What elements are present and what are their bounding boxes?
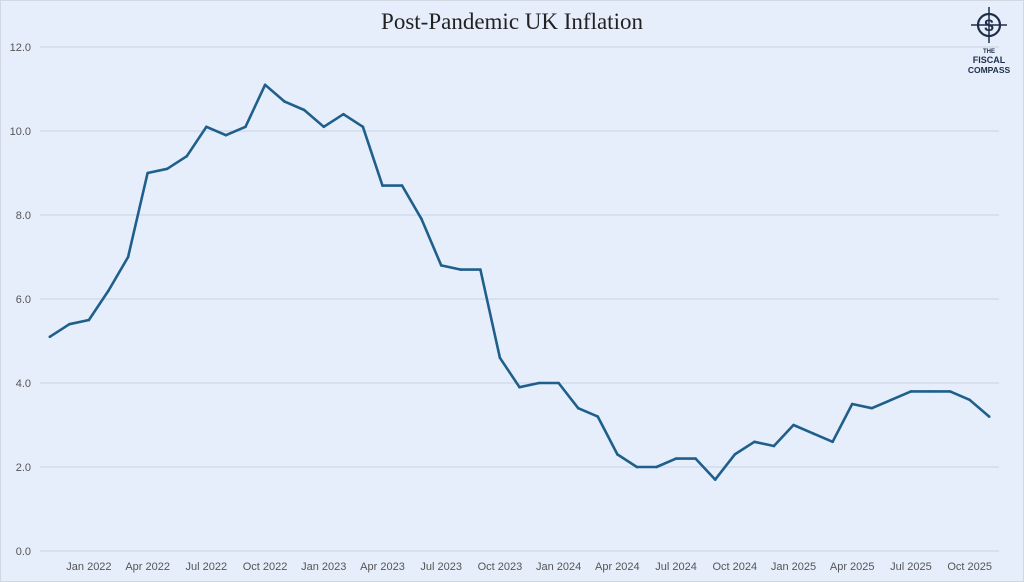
data-point <box>185 154 189 158</box>
y-tick-label: 12.0 <box>10 42 31 54</box>
data-point <box>987 415 991 418</box>
data-point <box>224 133 228 137</box>
data-point <box>772 444 776 448</box>
data-point <box>146 171 149 175</box>
data-point <box>576 406 580 410</box>
data-point <box>616 453 619 456</box>
data-point <box>48 335 52 339</box>
x-tick-label: Apr 2024 <box>595 561 640 573</box>
x-tick-label: Apr 2022 <box>125 561 170 573</box>
data-point <box>361 125 365 129</box>
x-tick-label: Jan 2024 <box>536 561 581 573</box>
x-tick-label: Jan 2023 <box>301 561 346 573</box>
x-tick-label: Jul 2022 <box>186 561 228 573</box>
data-point <box>596 415 600 418</box>
data-point <box>890 398 893 402</box>
series-line <box>49 83 991 481</box>
data-point <box>244 125 247 129</box>
data-point <box>459 268 463 271</box>
data-point <box>283 100 286 103</box>
x-tick-label: Jul 2023 <box>420 561 462 573</box>
x-tick-label: Jul 2024 <box>655 561 697 573</box>
data-point <box>322 125 326 129</box>
x-tick-label: Jan 2022 <box>66 561 111 573</box>
svg-text:COMPASS: COMPASS <box>968 65 1011 75</box>
data-point <box>518 385 521 389</box>
x-tick-label: Apr 2025 <box>830 561 875 573</box>
y-tick-label: 0.0 <box>16 546 31 558</box>
x-tick-label: Jan 2025 <box>771 561 816 573</box>
data-point <box>635 465 639 469</box>
data-point <box>107 289 110 292</box>
y-tick-label: 10.0 <box>10 126 31 138</box>
data-point <box>165 167 169 171</box>
x-tick-label: Oct 2022 <box>243 561 288 573</box>
data-point <box>694 457 697 460</box>
data-point <box>381 184 384 187</box>
y-tick-label: 4.0 <box>16 378 31 390</box>
data-point <box>850 402 854 406</box>
x-tick-label: Oct 2023 <box>478 561 523 573</box>
data-point <box>968 398 971 402</box>
svg-text:THE: THE <box>983 49 995 55</box>
svg-text:FISCAL: FISCAL <box>973 55 1006 65</box>
data-point <box>342 112 345 116</box>
data-point <box>831 440 834 444</box>
data-point <box>87 318 91 322</box>
x-tick-label: Oct 2024 <box>712 561 757 573</box>
data-point <box>498 356 502 360</box>
data-point <box>263 83 267 87</box>
data-point <box>420 217 423 221</box>
data-point <box>439 264 443 267</box>
data-point <box>733 453 737 456</box>
y-tick-label: 8.0 <box>16 210 31 222</box>
data-point <box>479 268 482 271</box>
x-tick-label: Apr 2023 <box>360 561 405 573</box>
data-point <box>126 255 130 259</box>
x-tick-label: Oct 2025 <box>947 561 992 573</box>
data-point <box>557 381 560 385</box>
data-point <box>205 125 208 129</box>
data-point <box>948 390 952 393</box>
data-point <box>929 390 932 393</box>
data-point <box>655 465 658 469</box>
data-point <box>400 184 404 187</box>
data-point <box>870 406 874 410</box>
data-point <box>68 322 71 326</box>
data-point <box>792 423 795 427</box>
data-point <box>302 108 306 112</box>
data-point <box>909 390 913 393</box>
data-point <box>537 381 541 385</box>
data-point <box>713 478 717 481</box>
data-point <box>811 432 815 435</box>
y-tick-label: 2.0 <box>16 462 31 474</box>
compass-dollar-icon: $ <box>971 7 1007 43</box>
x-tick-label: Jul 2025 <box>890 561 932 573</box>
data-point <box>753 440 756 444</box>
y-tick-label: 6.0 <box>16 294 31 306</box>
logo: $ THE FISCAL COMPASS <box>968 7 1011 75</box>
svg-text:$: $ <box>984 16 994 35</box>
chart-title: Post-Pandemic UK Inflation <box>381 9 643 34</box>
data-point <box>674 457 678 460</box>
